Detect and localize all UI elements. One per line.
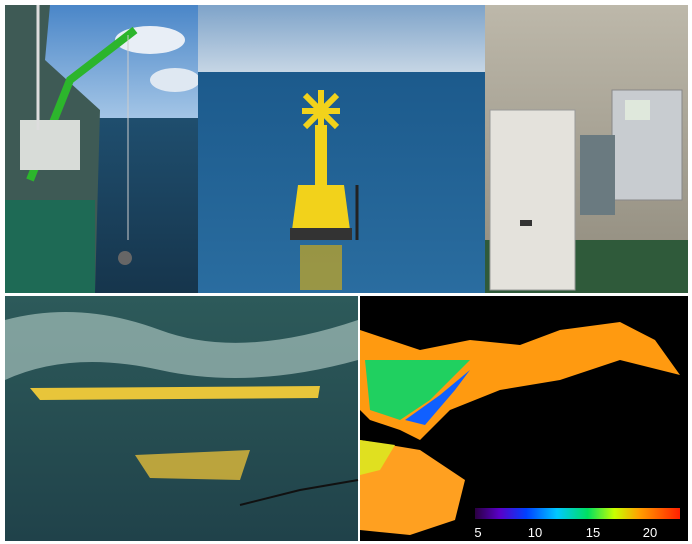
photo-buoy bbox=[198, 5, 485, 293]
colorbar-label: 10 bbox=[528, 525, 542, 540]
colorbar-label: 15 bbox=[586, 525, 600, 540]
colorbar bbox=[475, 508, 680, 519]
photo-ship-crane bbox=[5, 5, 200, 293]
colorbar-label: 5 bbox=[474, 525, 481, 540]
photo-lab bbox=[485, 5, 688, 293]
colorbar-label: 20 bbox=[643, 525, 657, 540]
temperature-map: 5 10 15 20 bbox=[360, 296, 688, 541]
photo-towed-vehicle bbox=[5, 296, 359, 541]
